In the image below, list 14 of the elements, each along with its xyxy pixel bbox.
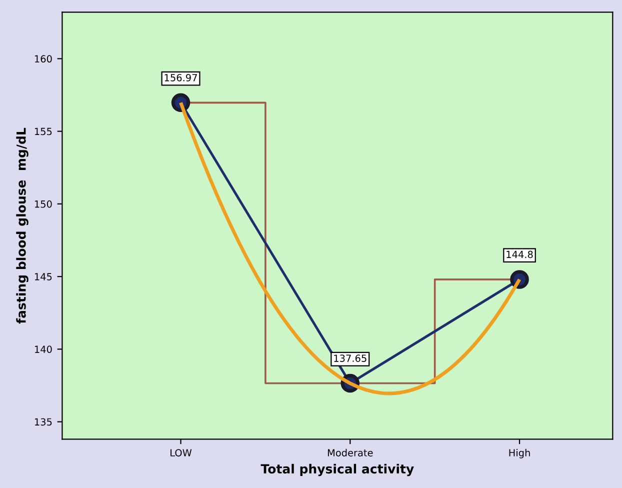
x-tick-label: LOW <box>170 449 192 456</box>
x-tick-label: High <box>509 448 530 458</box>
y-tick-label: 135 <box>34 418 52 426</box>
data-label: 156.97 <box>164 74 197 82</box>
y-axis-title: fasting blood glouse mg/dL <box>16 128 28 324</box>
y-tick-label: 145 <box>34 273 52 280</box>
x-axis-title: Total physical activity <box>260 464 414 476</box>
x-tick-label: Moderate <box>328 448 373 456</box>
data-label: 144.8 <box>506 250 533 258</box>
y-tick-label: 150 <box>34 200 52 208</box>
y-tick-label: 140 <box>34 346 52 353</box>
y-tick-label: 160 <box>34 55 52 63</box>
data-label: 137.65 <box>334 354 366 362</box>
y-tick-label: 155 <box>34 128 52 136</box>
